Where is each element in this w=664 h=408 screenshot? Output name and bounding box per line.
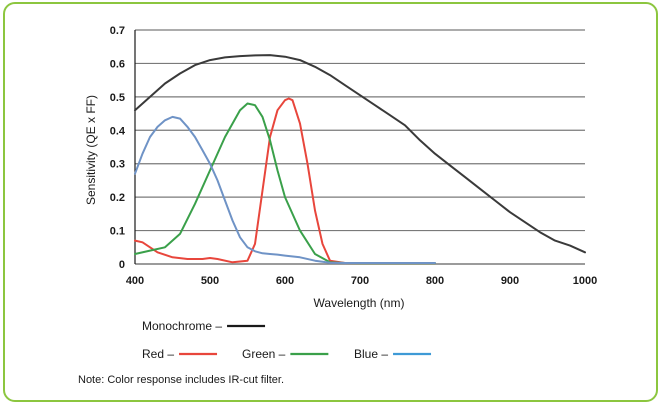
series-line-blue [134,115,436,264]
x-tick-900: 900 [501,275,519,287]
chart-frame [3,2,658,402]
x-tick-500: 500 [201,275,219,287]
x-tick-1000: 1000 [573,275,597,287]
y-tick-0.5: 0.5 [110,92,125,104]
series-line-green [134,102,436,265]
x-tick-700: 700 [351,275,369,287]
x-tick-labels: 400 500 600 700 800 900 1000 [126,275,597,287]
y-axis-label: Sensitivity (QE x FF) [84,95,98,205]
legend-label-0-0: Monochrome – [142,319,222,333]
y-tick-0: 0 [119,259,125,271]
chart-note: Note: Color response includes IR-cut fil… [78,374,284,386]
y-tick-0.2: 0.2 [110,192,125,204]
x-tick-400: 400 [126,275,144,287]
x-tick-600: 600 [276,275,294,287]
y-tick-0.1: 0.1 [110,226,125,238]
y-tick-0.7: 0.7 [110,25,125,37]
series-line-red [134,97,436,265]
y-tick-labels: 0 0.1 0.2 0.3 0.4 0.5 0.6 0.7 [110,25,126,271]
series-line-monochrome [134,54,586,254]
legend: Monochrome – Red – Green – Blue – [142,319,432,361]
grid-lines [134,29,585,265]
y-tick-0.6: 0.6 [110,58,125,70]
series-lines [134,54,586,265]
x-tick-800: 800 [426,275,444,287]
legend-label-1-0: Red – [142,347,174,361]
legend-label-1-1: Green – [242,347,286,361]
y-tick-0.4: 0.4 [110,125,126,137]
y-tick-0.3: 0.3 [110,159,125,171]
legend-label-1-2: Blue – [354,347,388,361]
x-axis-label: Wavelength (nm) [314,296,405,310]
